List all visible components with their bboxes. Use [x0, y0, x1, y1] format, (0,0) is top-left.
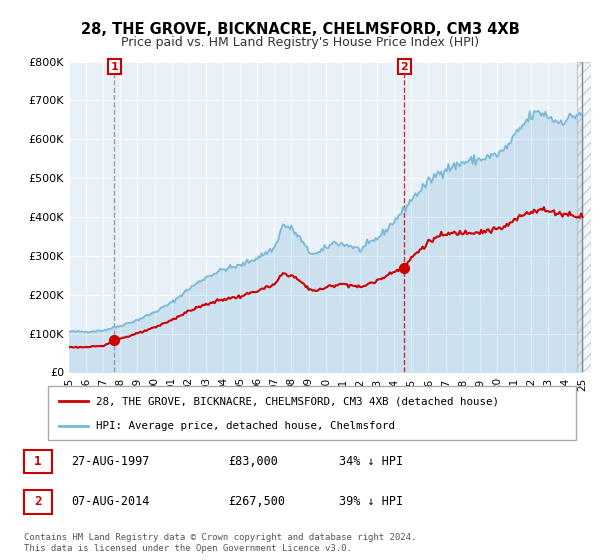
Text: 28, THE GROVE, BICKNACRE, CHELMSFORD, CM3 4XB: 28, THE GROVE, BICKNACRE, CHELMSFORD, CM… — [80, 22, 520, 38]
Text: 1: 1 — [34, 455, 41, 468]
Text: £83,000: £83,000 — [228, 455, 278, 468]
Bar — [24, 491, 52, 514]
Text: Contains HM Land Registry data © Crown copyright and database right 2024.
This d: Contains HM Land Registry data © Crown c… — [24, 533, 416, 553]
Text: £267,500: £267,500 — [228, 496, 285, 508]
Text: 2: 2 — [34, 496, 41, 508]
Text: 2: 2 — [401, 62, 409, 72]
Text: 34% ↓ HPI: 34% ↓ HPI — [338, 455, 403, 468]
Text: 28, THE GROVE, BICKNACRE, CHELMSFORD, CM3 4XB (detached house): 28, THE GROVE, BICKNACRE, CHELMSFORD, CM… — [95, 396, 499, 407]
Text: HPI: Average price, detached house, Chelmsford: HPI: Average price, detached house, Chel… — [95, 421, 395, 431]
Text: 27-AUG-1997: 27-AUG-1997 — [71, 455, 149, 468]
Bar — [24, 450, 52, 473]
Text: 07-AUG-2014: 07-AUG-2014 — [71, 496, 149, 508]
Text: 39% ↓ HPI: 39% ↓ HPI — [338, 496, 403, 508]
Text: Price paid vs. HM Land Registry's House Price Index (HPI): Price paid vs. HM Land Registry's House … — [121, 36, 479, 49]
Text: 1: 1 — [110, 62, 118, 72]
